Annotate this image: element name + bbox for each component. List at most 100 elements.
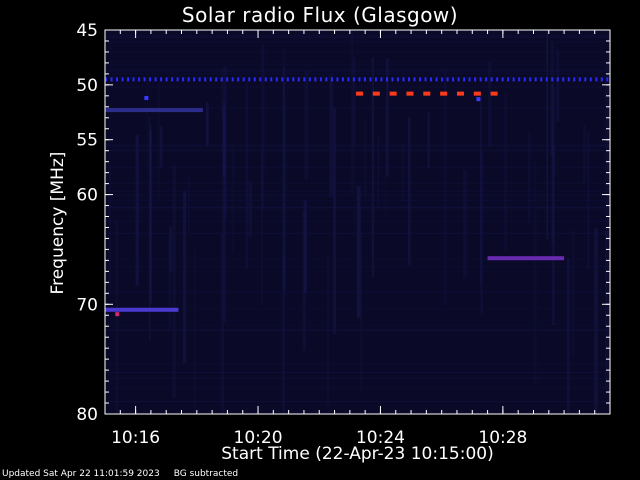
noise-streak [168, 236, 172, 330]
noise-row [105, 61, 610, 63]
noise-streak [222, 100, 226, 322]
noise-row [105, 400, 610, 402]
y-tick-label: 60 [76, 186, 98, 206]
noise-streak [533, 161, 537, 385]
noise-streak [284, 98, 287, 297]
emission-band [105, 108, 203, 113]
noise-streak [327, 254, 329, 406]
noise-row [105, 144, 610, 146]
noise-row [105, 30, 610, 32]
noise-streak [221, 234, 224, 414]
dotted-line-mark [248, 77, 251, 82]
updated-timestamp: Updated Sat Apr 22 11:01:59 2023 [2, 469, 160, 479]
dotted-line-mark [529, 77, 532, 82]
dotted-line-mark [374, 77, 377, 82]
noise-streak [206, 102, 209, 147]
noise-row [105, 182, 610, 184]
bg-note: BG subtracted [173, 469, 239, 479]
noise-row [105, 363, 610, 365]
dotted-line-mark [292, 77, 295, 82]
noise-streak [371, 57, 374, 278]
dashed-line-mark [406, 91, 414, 96]
dotted-line-mark [275, 77, 278, 82]
dotted-line-mark [606, 77, 609, 82]
noise-row [105, 330, 610, 332]
noise-streak [303, 199, 307, 294]
dotted-line-mark [253, 77, 256, 82]
x-axis-label: Start Time (22-Apr-23 10:15:00) [221, 444, 494, 464]
dotted-line-mark [237, 77, 240, 82]
noise-row [105, 76, 610, 78]
dotted-line-mark [567, 77, 570, 82]
noise-streak [546, 30, 549, 240]
noise-streak [282, 255, 285, 414]
dotted-line-mark [496, 77, 499, 82]
noise-row [105, 73, 610, 75]
dotted-line-mark [198, 77, 201, 82]
noise-row [105, 200, 610, 202]
y-tick-label: 70 [76, 295, 98, 315]
dotted-line-mark [474, 77, 477, 82]
noise-streak [148, 117, 151, 342]
noise-row [105, 377, 610, 379]
emission-spot [476, 97, 481, 102]
noise-streak [332, 107, 337, 334]
noise-streak [385, 104, 387, 217]
noise-streak [480, 151, 483, 314]
footer: Updated Sat Apr 22 11:01:59 2023 BG subtr… [2, 469, 252, 479]
noise-streak [444, 69, 447, 307]
dotted-line-mark [319, 77, 322, 82]
emission-spot [115, 312, 120, 317]
dotted-line-mark [518, 77, 521, 82]
dotted-line-mark [110, 77, 113, 82]
noise-streak [223, 66, 227, 219]
noise-streak [302, 210, 306, 351]
noise-streak [222, 106, 226, 177]
dotted-line-mark [441, 77, 444, 82]
noise-streak [594, 228, 598, 414]
dotted-line-mark [330, 77, 333, 82]
noise-streak [231, 147, 234, 254]
noise-streak [304, 71, 309, 180]
y-tick-label: 45 [76, 21, 98, 41]
x-tick-label: 10:16 [111, 428, 160, 448]
dotted-line-mark [402, 77, 405, 82]
noise-streak [245, 83, 248, 270]
noise-streak [135, 135, 139, 286]
x-axis: 10:16 10:20 10:24 10:28 [104, 30, 611, 448]
x-tick-label: 10:28 [478, 428, 527, 448]
dotted-line-mark [154, 77, 157, 82]
noise-row [105, 145, 610, 147]
noise-row [105, 167, 610, 169]
dotted-line-mark [424, 77, 427, 82]
y-axis-label: Frequency [MHz] [48, 151, 68, 295]
noise-streak [566, 258, 570, 414]
noise-streak [283, 66, 286, 291]
noise-streak [354, 94, 356, 233]
dotted-line-mark [116, 77, 119, 82]
dotted-line-mark [264, 77, 267, 82]
x-tick-label: 10:24 [356, 428, 405, 448]
dotted-line-mark [220, 77, 223, 82]
dotted-line-mark [182, 77, 185, 82]
dotted-line-mark [595, 77, 598, 82]
noise-streak [360, 232, 362, 391]
noise-row [105, 86, 610, 88]
noise-streak [552, 144, 555, 326]
noise-streak [488, 61, 492, 147]
dotted-line-mark [446, 77, 449, 82]
emission-spot [144, 96, 149, 101]
noise-streak [282, 48, 285, 274]
dotted-line-mark [231, 77, 234, 82]
dotted-line-mark [396, 77, 399, 82]
dashed-line-mark [490, 91, 498, 96]
noise-streak [108, 164, 111, 294]
emission-band [105, 307, 179, 312]
dotted-line-mark [556, 77, 559, 82]
y-axis: 45 50 55 60 70 80 [76, 21, 610, 425]
dotted-line-mark [413, 77, 416, 82]
dotted-line-mark [204, 77, 207, 82]
noise-streak [605, 65, 609, 241]
noise-streak [427, 112, 430, 169]
dashed-line-mark [389, 91, 397, 96]
